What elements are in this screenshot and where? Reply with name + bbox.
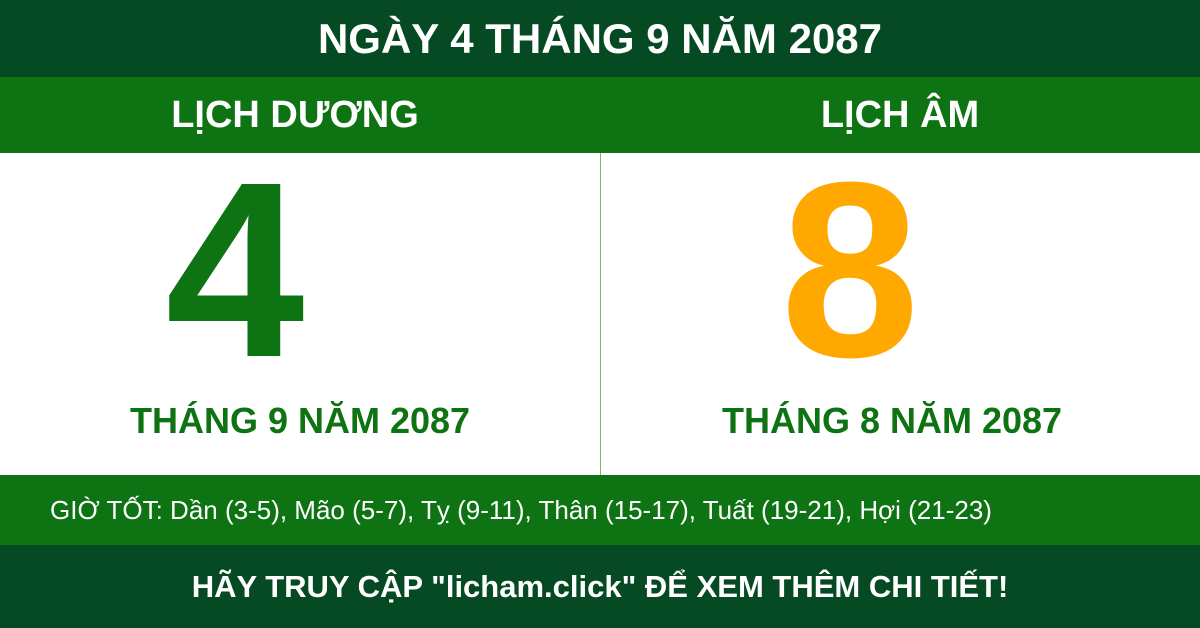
solar-label: LỊCH DƯƠNG	[171, 93, 419, 136]
lunar-day: 8	[780, 130, 920, 409]
solar-day: 4	[165, 130, 305, 409]
solar-month-year: THÁNG 9 NĂM 2087	[129, 400, 471, 441]
title: NGÀY 4 THÁNG 9 NĂM 2087	[0, 0, 1200, 77]
lunar-label: LỊCH ÂM	[820, 93, 980, 136]
footer: HÃY TRUY CẬP "licham.click" ĐỂ XEM THÊM …	[0, 545, 1200, 628]
lunar-month-year: THÁNG 8 NĂM 2087	[721, 400, 1063, 441]
divider	[600, 153, 601, 475]
good-hours: GIỜ TỐT: Dần (3-5), Mão (5-7), Tỵ (9-11)…	[0, 475, 1200, 545]
label-bar: LỊCH DƯƠNG LỊCH ÂM	[0, 77, 1200, 153]
